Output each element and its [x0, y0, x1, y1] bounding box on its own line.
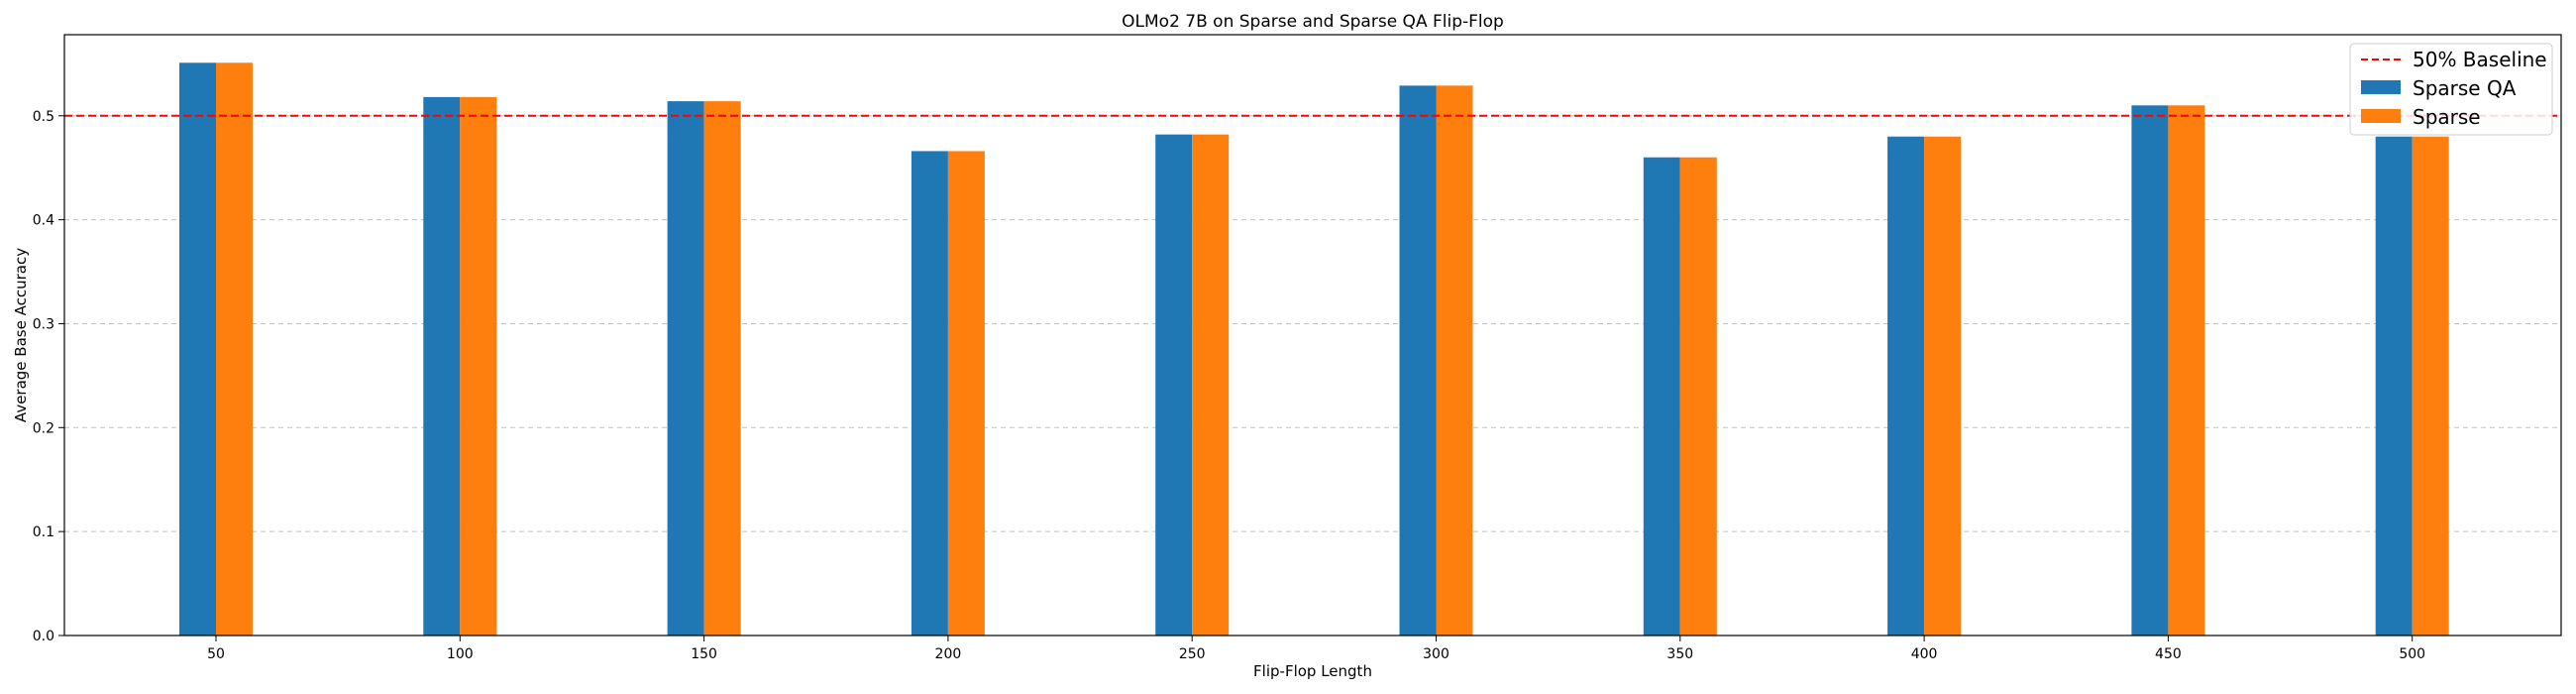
plot-frame — [63, 34, 2562, 636]
y-tick-label: 0.3 — [33, 316, 54, 332]
legend-sparse-label: Sparse — [2413, 105, 2481, 129]
chart-title: OLMo2 7B on Sparse and Sparse QA Flip-Fl… — [1122, 12, 1504, 32]
bar-sparse-qa — [1399, 85, 1437, 636]
bar-sparse — [1679, 157, 1717, 636]
bar-sparse — [947, 151, 985, 636]
x-tick-label: 100 — [447, 646, 474, 662]
bar-sparse — [2412, 136, 2449, 636]
bar-sparse — [2168, 105, 2205, 636]
legend-sparse-qa-label: Sparse QA — [2413, 76, 2517, 100]
bars — [179, 62, 2449, 636]
bar-sparse-qa — [179, 62, 216, 636]
bar-sparse-qa — [423, 96, 461, 636]
legend-baseline-label: 50% Baseline — [2413, 48, 2547, 71]
y-tick-label: 0.5 — [33, 109, 54, 125]
x-tick-label: 500 — [2399, 646, 2425, 662]
x-tick-label: 150 — [691, 646, 717, 662]
x-tick-label: 350 — [1666, 646, 1693, 662]
legend-sparse-swatch — [2361, 109, 2401, 123]
bar-sparse — [703, 101, 741, 636]
y-axis-ticks: 0.0 0.1 0.2 0.3 0.4 0.5 — [33, 109, 64, 644]
x-tick-label: 300 — [1423, 646, 1449, 662]
x-tick-label: 50 — [207, 646, 225, 662]
y-tick-label: 0.2 — [33, 420, 54, 436]
bar-sparse — [460, 96, 497, 636]
bar-sparse-qa — [1155, 134, 1193, 636]
bar-sparse-qa — [2131, 105, 2169, 636]
bar-sparse-qa — [1887, 136, 1925, 636]
bar-sparse-qa — [1643, 157, 1680, 636]
bar-sparse — [1436, 85, 1473, 636]
bar-sparse-qa — [911, 151, 948, 636]
y-axis-title: Average Base Accuracy — [12, 248, 30, 422]
x-tick-label: 400 — [1911, 646, 1938, 662]
x-axis-ticks: 50 100 150 200 250 300 350 400 450 500 — [207, 636, 2425, 662]
bar-sparse — [1192, 134, 1230, 636]
y-tick-label: 0.0 — [33, 629, 54, 644]
legend: 50% Baseline Sparse QA Sparse — [2349, 43, 2553, 136]
bar-sparse — [216, 62, 253, 636]
x-tick-label: 250 — [1179, 646, 1206, 662]
x-axis-title: Flip-Flop Length — [1253, 662, 1372, 680]
bar-sparse-qa — [2375, 136, 2413, 636]
x-tick-label: 200 — [935, 646, 962, 662]
bar-sparse — [1924, 136, 1962, 636]
legend-sparse-qa-swatch — [2361, 80, 2401, 94]
y-tick-label: 0.4 — [33, 213, 54, 229]
x-tick-label: 450 — [2155, 646, 2182, 662]
bar-sparse-qa — [667, 101, 704, 636]
y-tick-label: 0.1 — [33, 524, 54, 540]
